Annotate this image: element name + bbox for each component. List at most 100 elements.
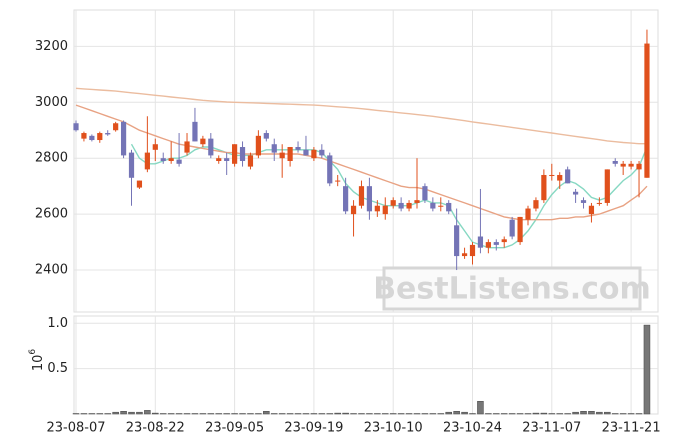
candle-body: [216, 158, 221, 161]
volume-bar: [644, 325, 650, 414]
candle-body: [391, 200, 396, 206]
candle-body: [192, 122, 197, 142]
volume-bar: [136, 412, 142, 414]
volume-bar: [152, 413, 158, 414]
candle-body: [145, 153, 150, 170]
watermark: BestListens.com: [373, 272, 651, 307]
candle-body: [335, 181, 340, 182]
volume-bar: [144, 410, 150, 414]
volume-bar: [263, 411, 269, 414]
volume-bar: [129, 412, 135, 414]
candle-body: [446, 203, 451, 211]
candle-body: [248, 155, 253, 166]
candle-body: [351, 206, 356, 214]
x-tick-label: 23-08-07: [46, 421, 105, 436]
candle-body: [129, 153, 134, 178]
y-tick-label: 3200: [35, 39, 68, 54]
candle-body: [288, 147, 293, 161]
y-tick-label: 2800: [35, 151, 68, 166]
x-tick-label: 23-11-21: [602, 421, 661, 436]
candle-body: [327, 155, 332, 183]
candle-body: [137, 181, 142, 188]
candle-body: [399, 203, 404, 209]
candle-body: [224, 158, 229, 161]
candle-body: [367, 186, 372, 211]
candle-body: [176, 160, 181, 164]
candle-body: [240, 147, 245, 161]
x-tick-label: 23-09-05: [205, 421, 264, 436]
x-tick-label: 23-08-22: [126, 421, 185, 436]
candle-body: [169, 158, 174, 161]
candle-body: [422, 186, 427, 200]
volume-scale: 106: [28, 349, 46, 372]
x-tick-label: 23-10-10: [364, 421, 423, 436]
candle-body: [105, 133, 110, 134]
volume-bar: [113, 412, 119, 414]
candle-body: [295, 147, 300, 150]
volume-bar: [581, 411, 587, 414]
candle-body: [541, 175, 546, 200]
volume-panel: [74, 316, 658, 414]
candle-body: [454, 225, 459, 256]
volume-bar: [335, 413, 341, 414]
candle-body: [272, 144, 277, 152]
candle-body: [621, 164, 626, 167]
candle-body: [533, 200, 538, 208]
candle-body: [462, 253, 467, 256]
x-tick-label: 23-10-24: [443, 421, 502, 436]
candle-body: [121, 122, 126, 156]
candle-body: [605, 169, 610, 203]
candle-body: [81, 133, 86, 139]
candle-body: [502, 239, 507, 242]
volume-bar: [596, 412, 602, 414]
candle-body: [256, 136, 261, 156]
candle-body: [565, 169, 570, 183]
scale-exp: 6: [28, 349, 38, 355]
candle-body: [510, 220, 515, 237]
candle-body: [478, 237, 483, 248]
moving-average-line: [76, 88, 647, 143]
y-tick-label: 3000: [35, 95, 68, 110]
candle-body: [311, 150, 316, 158]
candle-body: [517, 217, 522, 242]
candle-body: [494, 242, 499, 245]
candle-body: [343, 186, 348, 211]
candle-body: [525, 209, 530, 220]
candle-body: [573, 192, 578, 195]
candle-body: [414, 200, 419, 203]
candle-body: [629, 164, 634, 167]
candle-body: [406, 203, 411, 209]
candle-body: [264, 133, 269, 139]
candle-body: [184, 141, 189, 152]
volume-bar: [462, 412, 468, 414]
volume-bar: [541, 413, 547, 414]
volume-bar: [477, 401, 483, 414]
candle-body: [359, 186, 364, 206]
volume-bar: [446, 412, 452, 414]
volume-bar: [533, 413, 539, 414]
volume-bar: [573, 412, 579, 414]
candle-body: [375, 206, 380, 212]
x-tick-label: 23-09-19: [284, 421, 343, 436]
candle-body: [644, 44, 649, 178]
candle-body: [549, 175, 554, 176]
candle-body: [303, 150, 308, 156]
candle-body: [232, 144, 237, 164]
candle-body: [636, 164, 641, 170]
candle-body: [208, 139, 213, 156]
scale-base: 10: [31, 355, 46, 372]
candle-body: [589, 206, 594, 214]
candle-body: [438, 206, 443, 207]
candle-body: [161, 158, 166, 161]
volume-tick-label: 1.0: [47, 316, 68, 331]
x-tick-label: 23-11-07: [522, 421, 581, 436]
candle-body: [383, 206, 388, 214]
volume-bar: [121, 411, 127, 414]
candle-body: [97, 133, 102, 140]
candle-body: [581, 200, 586, 203]
y-tick-label: 2600: [35, 207, 68, 222]
candle-body: [430, 203, 435, 209]
volume-bar: [588, 411, 594, 414]
candle-body: [113, 123, 118, 130]
